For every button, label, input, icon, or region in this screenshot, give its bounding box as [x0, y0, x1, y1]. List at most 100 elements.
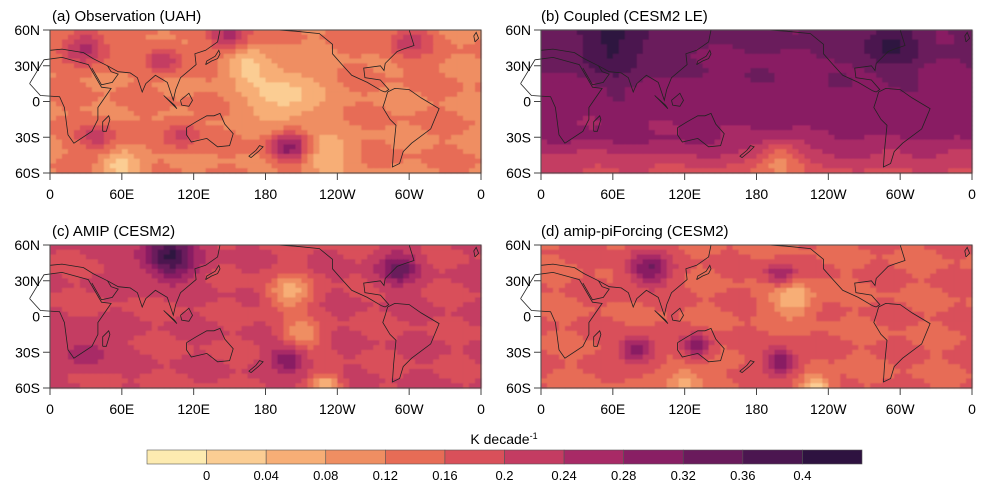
field-cell	[948, 158, 955, 165]
field-cell	[636, 44, 644, 50]
field-cell	[151, 139, 159, 145]
field-cell	[960, 49, 967, 55]
field-cell	[864, 30, 871, 36]
field-cell	[570, 111, 578, 117]
field-cell	[199, 268, 207, 275]
field-cell	[702, 30, 710, 36]
field-cell	[642, 68, 650, 74]
field-cell	[229, 125, 237, 131]
field-cell	[367, 153, 374, 160]
field-cell	[181, 168, 189, 174]
field-cell	[199, 153, 207, 160]
field-cell	[576, 87, 584, 93]
field-cell	[469, 273, 476, 279]
field-cell	[151, 82, 159, 88]
field-cell	[97, 130, 105, 136]
field-cell	[672, 91, 680, 98]
field-cell	[433, 39, 440, 45]
field-cell	[906, 125, 913, 131]
field-cell	[618, 115, 626, 122]
field-cell	[151, 264, 159, 270]
field-cell	[541, 101, 548, 107]
field-cell	[247, 153, 255, 160]
field-cell	[948, 34, 955, 41]
field-cell	[636, 72, 644, 79]
field-cell	[780, 68, 788, 74]
field-cell	[930, 39, 937, 45]
x-tick-label: 180	[254, 186, 278, 202]
field-cell	[79, 283, 87, 289]
field-cell	[924, 96, 931, 103]
field-cell	[810, 44, 817, 50]
field-cell	[684, 130, 692, 136]
field-cell	[439, 115, 446, 122]
field-cell	[319, 82, 326, 88]
field-cell	[385, 120, 392, 126]
field-cell	[714, 125, 722, 131]
field-cell	[139, 149, 147, 155]
field-cell	[325, 278, 332, 284]
field-cell	[175, 115, 183, 122]
field-cell	[181, 268, 189, 275]
field-cell	[786, 101, 794, 107]
field-cell	[109, 115, 117, 122]
field-cell	[732, 101, 740, 107]
field-cell	[708, 111, 716, 117]
field-cell	[295, 163, 303, 169]
field-cell	[241, 268, 249, 275]
field-cell	[906, 144, 913, 150]
field-cell	[798, 139, 805, 145]
field-cell	[97, 158, 105, 165]
field-cell	[157, 106, 165, 112]
coastline	[768, 29, 877, 93]
field-cell	[343, 264, 350, 270]
field-cell	[67, 144, 75, 150]
field-cell	[379, 39, 386, 45]
field-cell	[385, 82, 392, 88]
field-cell	[253, 68, 261, 74]
field-cell	[756, 68, 764, 74]
coastlines	[29, 29, 480, 168]
field-cell	[810, 144, 817, 150]
field-cell	[840, 87, 847, 93]
field-cell	[690, 115, 698, 122]
field-cell	[151, 249, 159, 256]
field-cell	[181, 264, 189, 270]
field-cell	[301, 44, 309, 50]
field-cell	[349, 149, 356, 155]
field-cell	[50, 87, 57, 93]
field-cell	[702, 101, 710, 107]
field-cell	[205, 278, 213, 284]
coastline	[91, 65, 119, 86]
field-cell	[451, 53, 458, 60]
field-cell	[259, 273, 267, 279]
field-cell	[780, 96, 788, 103]
field-cell	[960, 53, 967, 60]
field-cell	[151, 163, 159, 169]
field-cell	[672, 49, 680, 55]
field-cell	[618, 101, 626, 107]
field-cell	[85, 106, 93, 112]
field-cell	[864, 49, 871, 55]
field-cell	[289, 120, 297, 126]
field-cell	[223, 58, 231, 64]
field-cell	[780, 144, 788, 150]
field-cell	[115, 44, 123, 50]
field-cell	[822, 168, 829, 174]
field-cell	[900, 44, 907, 50]
field-cell	[415, 158, 422, 165]
field-cell	[247, 268, 255, 275]
field-cell	[672, 87, 680, 93]
field-cell	[385, 254, 392, 260]
field-cell	[145, 91, 153, 98]
field-cell	[636, 168, 644, 174]
field-cell	[271, 144, 279, 150]
field-cell	[193, 125, 201, 131]
field-cell	[259, 134, 267, 141]
field-cell	[630, 111, 638, 117]
field-cell	[409, 125, 416, 131]
field-cell	[121, 254, 129, 260]
field-cell	[211, 101, 219, 107]
field-cell	[85, 273, 93, 279]
field-cell	[720, 68, 728, 74]
